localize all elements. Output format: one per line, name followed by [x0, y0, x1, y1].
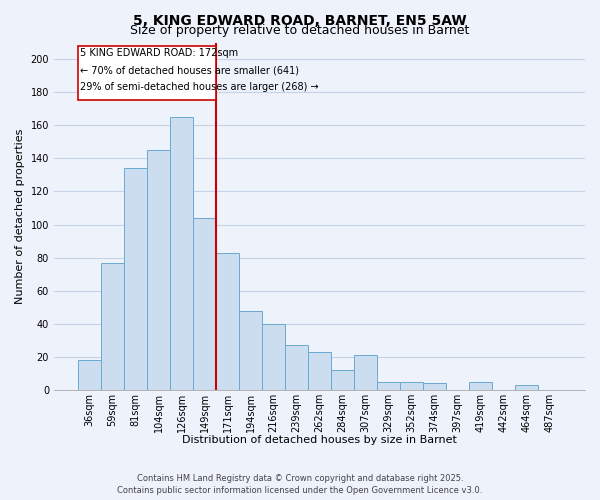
Bar: [193, 218, 216, 390]
Bar: [216, 252, 239, 390]
Bar: [239, 310, 262, 390]
Text: 5, KING EDWARD ROAD, BARNET, EN5 5AW: 5, KING EDWARD ROAD, BARNET, EN5 5AW: [133, 14, 467, 28]
Text: Size of property relative to detached houses in Barnet: Size of property relative to detached ho…: [130, 24, 470, 37]
Bar: [469, 382, 492, 390]
X-axis label: Distribution of detached houses by size in Barnet: Distribution of detached houses by size …: [182, 435, 457, 445]
Text: ← 70% of detached houses are smaller (641): ← 70% of detached houses are smaller (64…: [80, 66, 299, 76]
Text: 29% of semi-detached houses are larger (268) →: 29% of semi-detached houses are larger (…: [80, 82, 319, 92]
Bar: [354, 356, 377, 390]
Bar: [124, 168, 147, 390]
Bar: [377, 382, 400, 390]
Bar: [285, 346, 308, 390]
Bar: [308, 352, 331, 390]
Bar: [147, 150, 170, 390]
Bar: [78, 360, 101, 390]
Bar: [101, 262, 124, 390]
Y-axis label: Number of detached properties: Number of detached properties: [15, 128, 25, 304]
Bar: [400, 382, 423, 390]
Bar: [170, 117, 193, 390]
Bar: [423, 384, 446, 390]
Text: 5 KING EDWARD ROAD: 172sqm: 5 KING EDWARD ROAD: 172sqm: [80, 48, 238, 58]
Bar: [262, 324, 285, 390]
Bar: [331, 370, 354, 390]
FancyBboxPatch shape: [78, 46, 216, 100]
Bar: [515, 385, 538, 390]
Text: Contains HM Land Registry data © Crown copyright and database right 2025.
Contai: Contains HM Land Registry data © Crown c…: [118, 474, 482, 495]
